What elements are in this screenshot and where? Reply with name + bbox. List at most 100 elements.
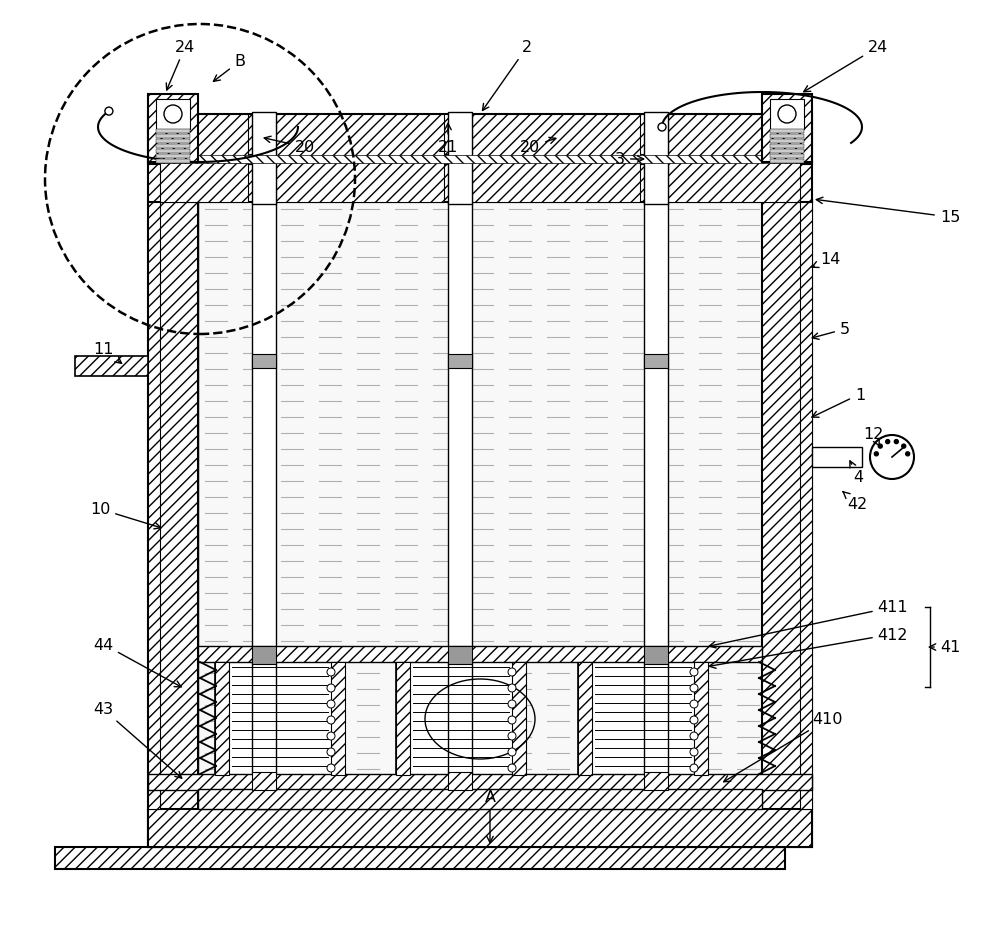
Circle shape [508, 748, 516, 756]
Text: 11: 11 [93, 343, 122, 364]
Bar [276, 163, 444, 203]
Circle shape [508, 700, 516, 709]
Bar [198, 199, 762, 809]
Circle shape [327, 684, 335, 693]
Bar [156, 130, 190, 133]
Bar [215, 663, 345, 775]
Bar [156, 135, 190, 139]
Text: 44: 44 [93, 636, 181, 687]
Bar [770, 145, 804, 148]
Bar [472, 115, 640, 163]
Bar [276, 115, 444, 163]
Bar [694, 663, 708, 775]
Bar [770, 154, 804, 158]
Text: 42: 42 [843, 492, 867, 512]
Bar [448, 113, 472, 205]
Bar [160, 154, 800, 165]
Bar [215, 663, 229, 775]
Text: 412: 412 [709, 627, 908, 668]
Bar [156, 100, 190, 130]
Text: 3: 3 [615, 153, 644, 168]
Circle shape [508, 764, 516, 772]
Bar [156, 145, 190, 148]
Bar [644, 113, 668, 205]
Circle shape [690, 732, 698, 740]
Circle shape [690, 716, 698, 724]
Circle shape [690, 700, 698, 709]
Bar [512, 663, 526, 775]
Bar [762, 95, 812, 163]
Bar [396, 663, 526, 775]
Circle shape [508, 684, 516, 693]
Bar [148, 115, 812, 165]
Bar [800, 199, 812, 809]
Bar [148, 774, 812, 790]
Circle shape [105, 108, 113, 116]
Text: 411: 411 [709, 600, 908, 649]
Bar [578, 663, 708, 775]
Bar [156, 139, 190, 143]
Bar [156, 150, 190, 154]
Bar [668, 163, 800, 203]
Circle shape [874, 452, 878, 457]
Text: 14: 14 [812, 252, 840, 269]
Bar [252, 772, 276, 790]
Bar [148, 163, 812, 203]
Text: 24: 24 [804, 40, 888, 93]
Circle shape [327, 732, 335, 740]
Text: B: B [213, 54, 246, 82]
Text: 20: 20 [264, 137, 315, 155]
Bar [770, 130, 804, 133]
Circle shape [902, 445, 906, 448]
Bar [770, 139, 804, 143]
Bar [252, 355, 276, 369]
Bar [770, 135, 804, 139]
Bar [448, 355, 472, 369]
Circle shape [327, 700, 335, 709]
Circle shape [327, 748, 335, 756]
Bar [812, 447, 862, 467]
Bar [644, 647, 668, 665]
Text: 12: 12 [863, 427, 883, 447]
Bar [198, 789, 762, 809]
Bar [668, 115, 800, 163]
Bar [156, 154, 190, 158]
Circle shape [690, 684, 698, 693]
Circle shape [870, 435, 914, 479]
Text: 4: 4 [850, 461, 863, 485]
Bar [148, 199, 160, 809]
Circle shape [508, 668, 516, 677]
Circle shape [690, 748, 698, 756]
Bar [644, 772, 668, 790]
Text: 43: 43 [93, 702, 182, 779]
Bar [148, 95, 198, 163]
Bar [644, 355, 668, 369]
Circle shape [327, 716, 335, 724]
Bar [770, 150, 804, 154]
Circle shape [690, 668, 698, 677]
Bar [448, 772, 472, 790]
Bar [55, 847, 785, 869]
Bar [252, 113, 276, 205]
Text: 1: 1 [812, 388, 865, 417]
Bar [762, 199, 812, 847]
Text: 41: 41 [929, 640, 960, 655]
Circle shape [327, 764, 335, 772]
Text: 24: 24 [166, 40, 195, 91]
Bar [472, 163, 640, 203]
Text: A: A [484, 790, 496, 842]
Text: 5: 5 [812, 322, 850, 340]
Circle shape [878, 445, 882, 448]
Circle shape [658, 124, 666, 132]
Bar [252, 199, 276, 809]
Bar [396, 663, 410, 775]
Bar [198, 647, 762, 663]
Bar [160, 115, 248, 163]
Circle shape [508, 716, 516, 724]
Bar [770, 160, 804, 163]
Circle shape [508, 732, 516, 740]
Circle shape [906, 452, 910, 457]
Text: 10: 10 [90, 502, 161, 530]
Bar [770, 100, 804, 130]
Circle shape [690, 764, 698, 772]
